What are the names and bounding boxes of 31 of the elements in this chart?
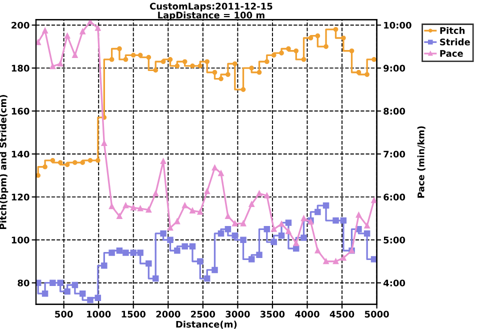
x-axis-title: Distance(m) — [176, 320, 237, 329]
legend-label: Pace — [440, 50, 463, 57]
y-tick-label: 200 — [12, 22, 30, 29]
legend-label: Stride — [440, 38, 470, 46]
x-tick-label: 4500 — [330, 310, 354, 318]
y2-tick-label: 9:00 — [384, 64, 406, 72]
y-tick-label: 100 — [12, 236, 30, 244]
y2-tick-label: 7:00 — [384, 150, 406, 158]
x-tick-label: 1500 — [122, 310, 146, 318]
y2-tick-label: 6:00 — [384, 194, 406, 200]
chart-title: CustomLaps:2011-12-15 — [150, 2, 272, 12]
x-tick-label: 4000 — [295, 310, 320, 318]
x-tick-label: 3000 — [226, 310, 250, 318]
y2-tick-label: 10:00 — [384, 22, 412, 29]
y-tick-label: 140 — [12, 150, 30, 158]
y-tick-label: 180 — [12, 64, 30, 72]
y-tick-label: 160 — [12, 108, 30, 115]
y-tick-label: 80 — [18, 280, 30, 286]
y2-tick-label: 4:00 — [383, 280, 406, 286]
y2-tick-label: 5:00 — [384, 236, 406, 244]
y2-axis-title: Pace (min/km) — [417, 126, 426, 198]
x-tick-label: 2000 — [156, 310, 180, 318]
x-tick-label: 3500 — [260, 310, 285, 318]
x-tick-label: 500 — [55, 310, 73, 318]
chart-subtitle: LapDistance = 100 m — [158, 12, 264, 20]
legend-label: Pitch — [440, 26, 465, 34]
y2-tick-label: 8:00 — [384, 108, 406, 115]
x-tick-label: 2500 — [191, 310, 216, 318]
y-tick-label: 120 — [12, 194, 30, 200]
x-tick-label: 5000 — [364, 310, 389, 318]
x-tick-label: 1000 — [87, 310, 111, 318]
